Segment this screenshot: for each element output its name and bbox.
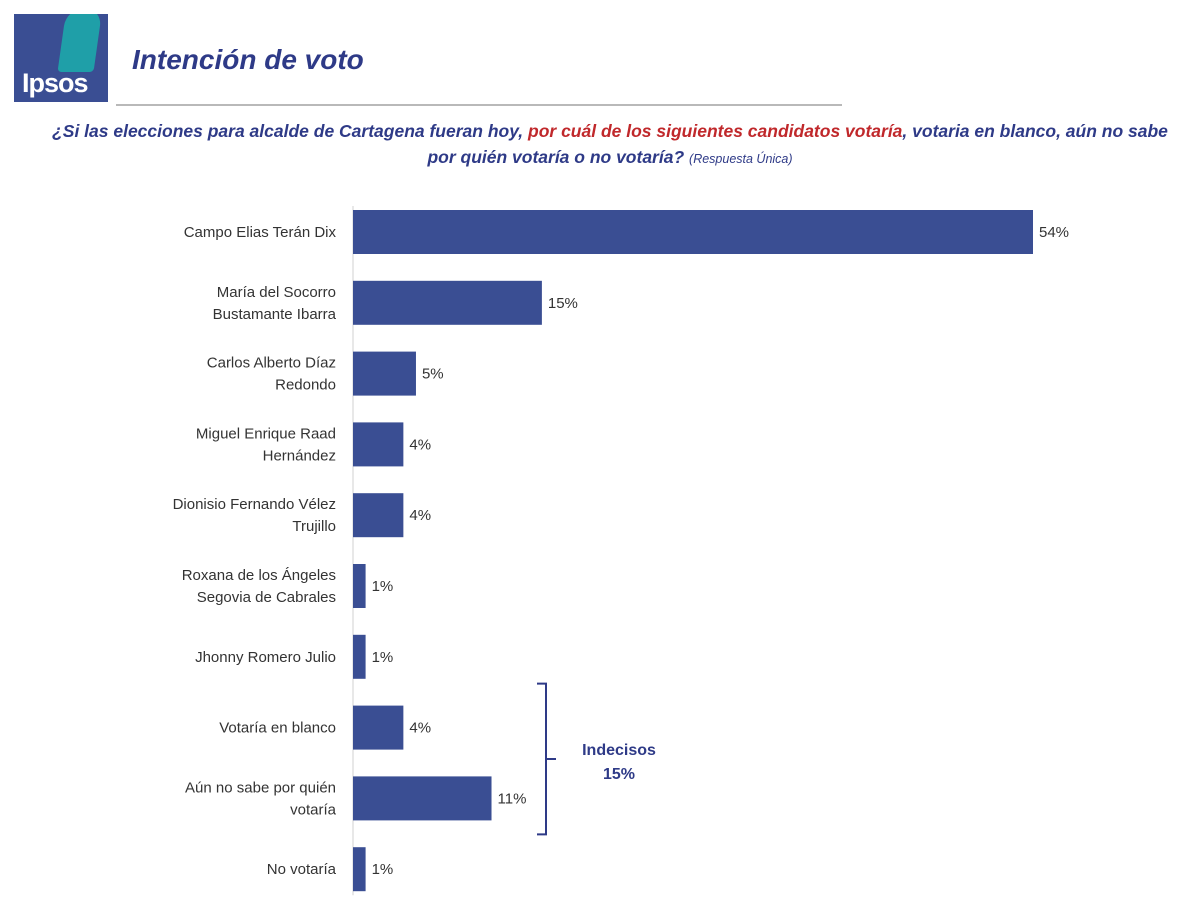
category-label-9: No votaría bbox=[267, 861, 337, 878]
value-label-1: 15% bbox=[548, 295, 578, 312]
page-title: Intención de voto bbox=[132, 44, 364, 75]
value-label-2: 5% bbox=[422, 366, 444, 383]
value-label-4: 4% bbox=[409, 507, 431, 524]
category-label-4: Dionisio Fernando Vélez Trujillo bbox=[173, 496, 336, 535]
bar-5 bbox=[353, 564, 366, 608]
title-divider bbox=[116, 104, 842, 106]
question-text-end: , votaria en blanco, aún no sabe por qui… bbox=[427, 121, 1168, 167]
bar-4 bbox=[353, 493, 404, 538]
bar-1 bbox=[353, 280, 542, 325]
bar-7 bbox=[353, 705, 404, 750]
value-label-8: 11% bbox=[498, 790, 527, 807]
logo-text: Ipsos bbox=[22, 68, 89, 98]
bar-8 bbox=[353, 776, 492, 821]
bar-2 bbox=[353, 351, 416, 396]
value-label-9: 1% bbox=[372, 861, 394, 878]
value-label-3: 4% bbox=[409, 436, 431, 453]
question-note: (Respuesta Única) bbox=[689, 152, 793, 166]
bar-0 bbox=[353, 210, 1033, 254]
question-highlight: por cuál de los siguientes candidatos vo… bbox=[528, 121, 903, 141]
category-label-0: Campo Elias Terán Dix bbox=[184, 224, 337, 241]
bar-3 bbox=[353, 422, 404, 467]
indecisos-bracket bbox=[537, 682, 556, 836]
bar-6 bbox=[353, 634, 366, 679]
category-label-5: Roxana de los Ángeles Segovia de Cabrales bbox=[182, 567, 336, 606]
ipsos-logo: Ipsos bbox=[14, 14, 108, 102]
category-label-7: Votaría en blanco bbox=[219, 720, 336, 737]
survey-question: ¿Si las elecciones para alcalde de Carta… bbox=[40, 118, 1180, 172]
value-label-7: 4% bbox=[409, 720, 431, 737]
category-label-6: Jhonny Romero Julio bbox=[195, 649, 336, 666]
category-label-8: Aún no sabe por quién votaría bbox=[185, 779, 337, 818]
category-label-1: María del Socorro Bustamante Ibarra bbox=[213, 284, 337, 323]
bar-9 bbox=[353, 847, 366, 892]
value-label-5: 1% bbox=[372, 578, 394, 595]
category-label-2: Carlos Alberto Díaz Redondo bbox=[207, 355, 336, 394]
indecisos-total-label: 15% bbox=[603, 766, 635, 783]
value-label-0: 54% bbox=[1039, 224, 1069, 241]
question-text-start: ¿Si las elecciones para alcalde de Carta… bbox=[52, 121, 529, 141]
indecisos-label: Indecisos bbox=[582, 742, 656, 759]
category-label-3: Miguel Enrique Raad Hernández bbox=[196, 425, 336, 464]
value-label-6: 1% bbox=[372, 649, 394, 666]
